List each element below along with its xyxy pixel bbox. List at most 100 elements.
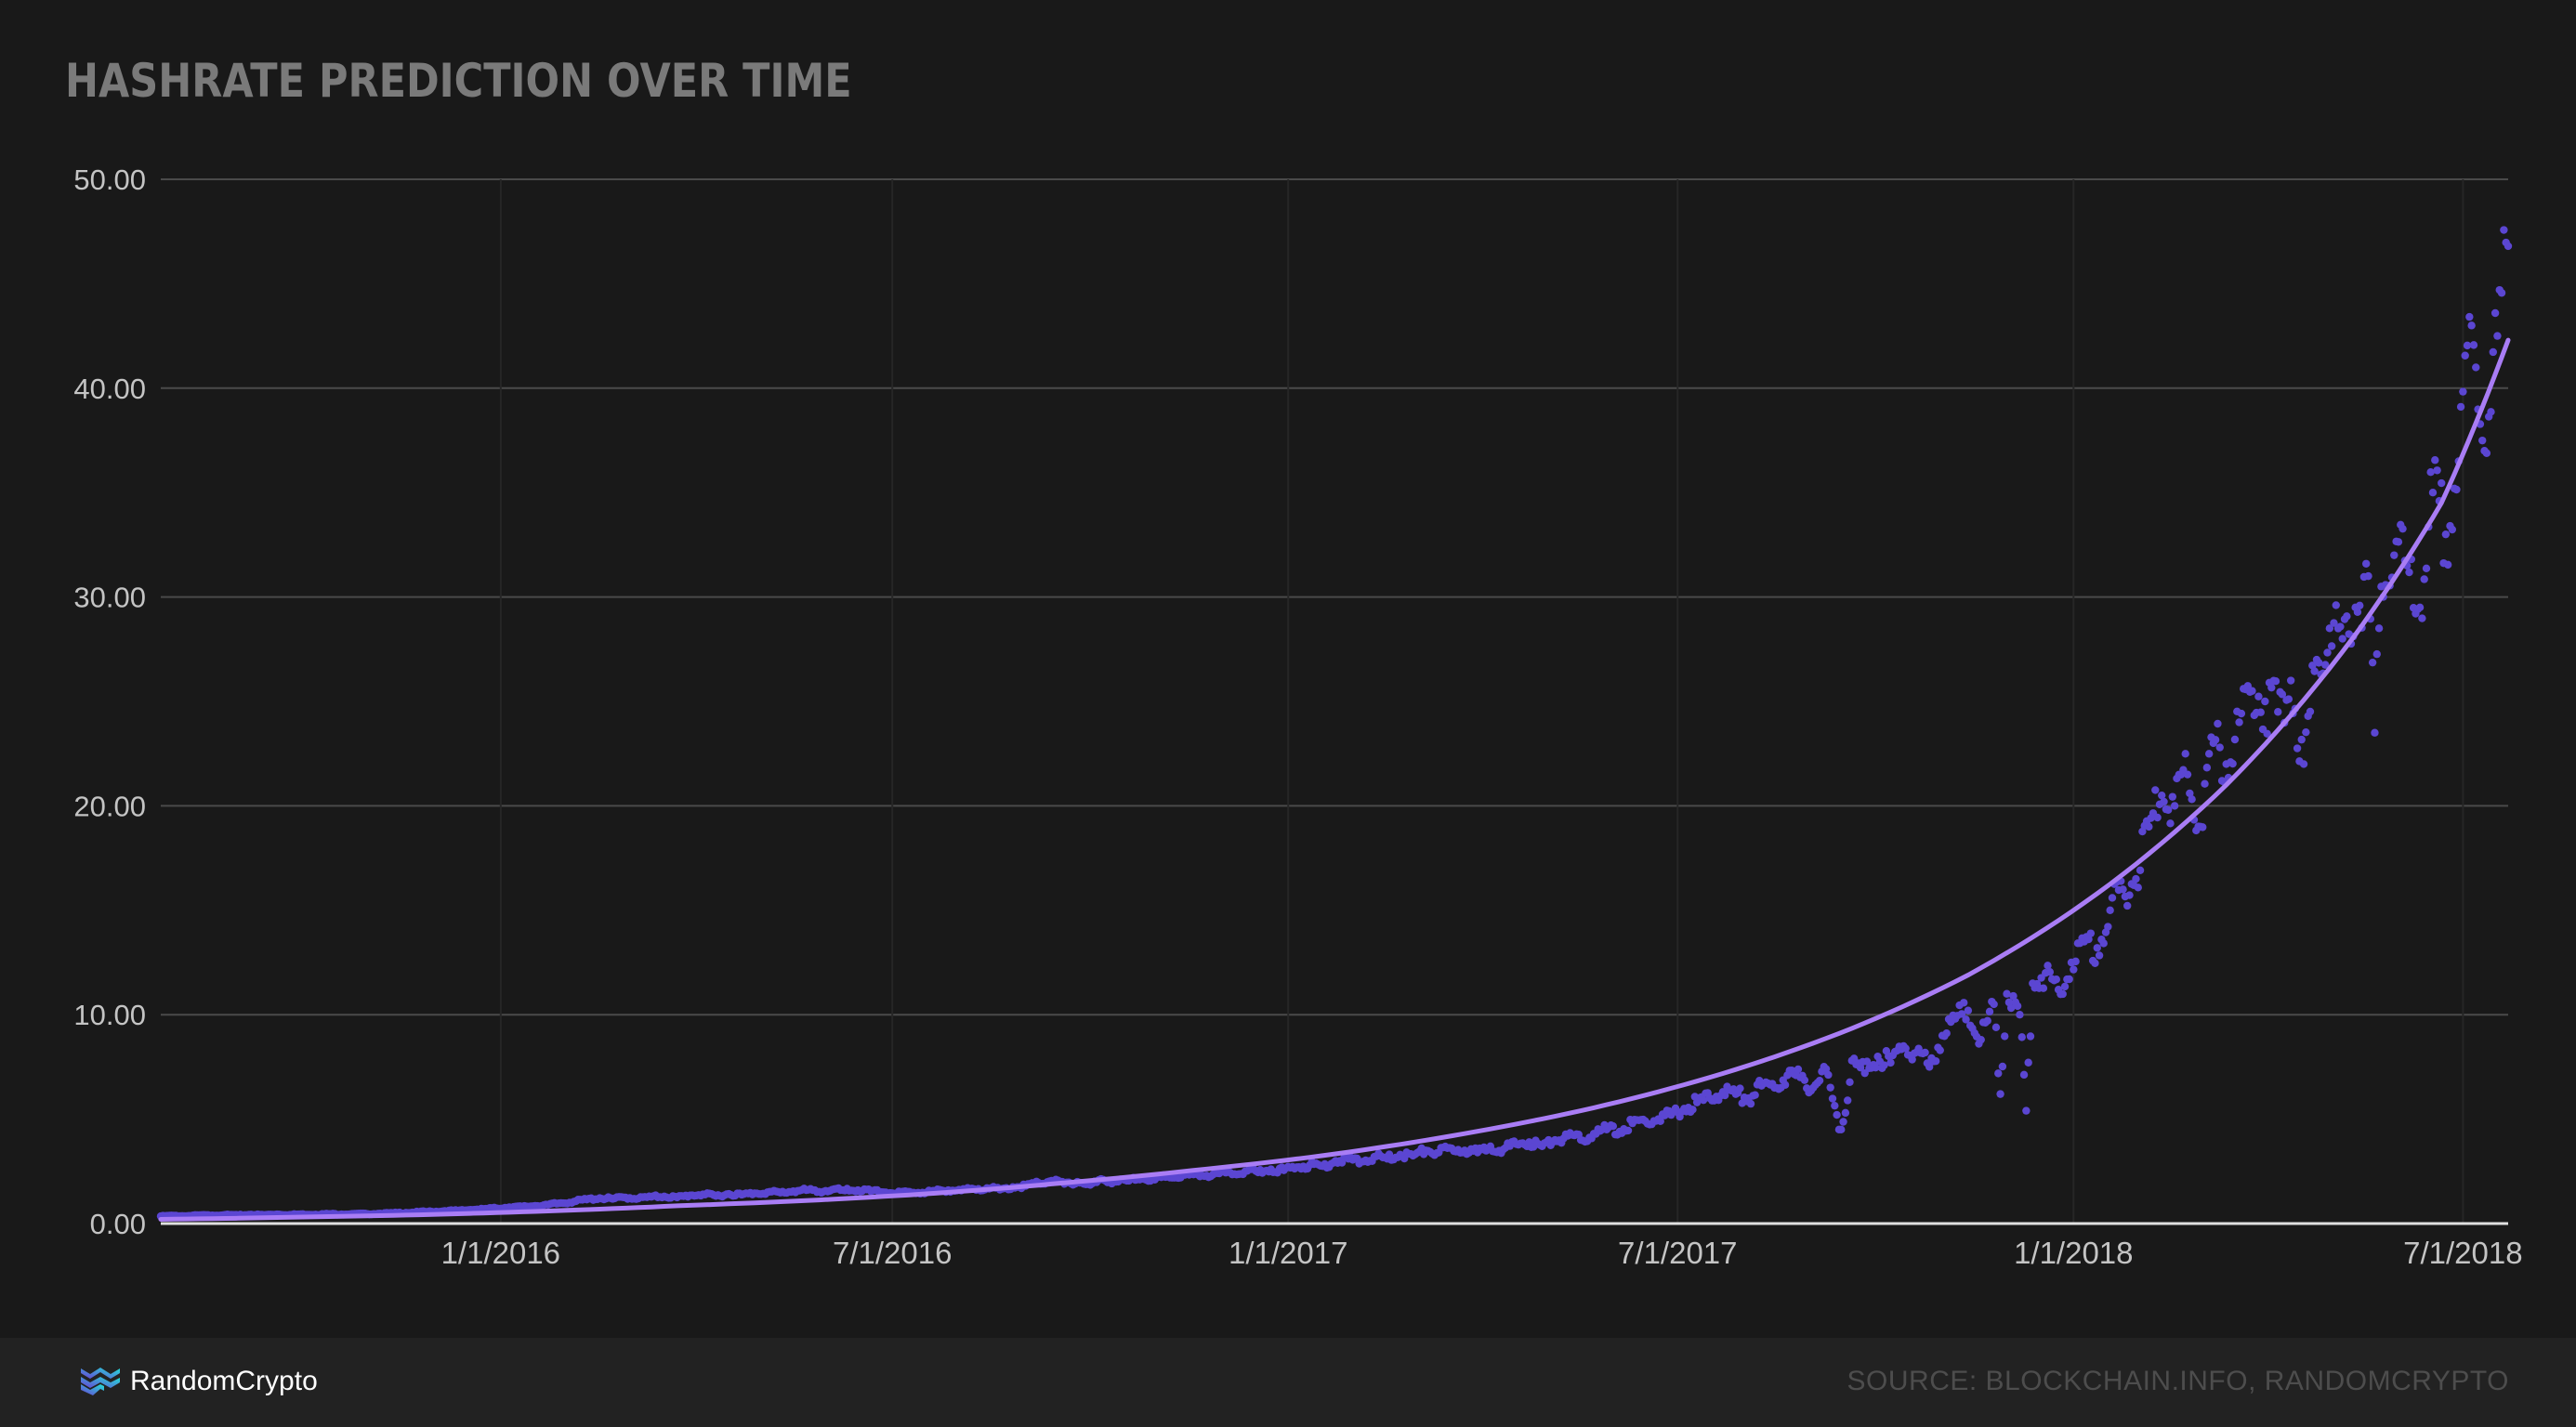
data-point bbox=[2361, 559, 2371, 568]
data-point bbox=[2168, 792, 2177, 801]
data-point bbox=[1957, 1010, 1966, 1018]
data-point bbox=[1996, 1090, 2004, 1098]
data-point bbox=[1656, 1117, 1664, 1126]
data-point bbox=[1824, 1070, 1833, 1080]
data-point bbox=[1962, 1015, 1970, 1024]
data-point bbox=[2201, 779, 2209, 788]
y-tick-label: 20.00 bbox=[73, 790, 146, 822]
brand-name: RandomCrypto bbox=[130, 1366, 318, 1396]
data-point bbox=[1828, 1094, 1837, 1103]
data-point bbox=[2163, 805, 2173, 814]
data-point bbox=[2215, 743, 2224, 752]
data-point bbox=[2202, 764, 2212, 772]
data-point bbox=[2315, 659, 2323, 667]
data-point bbox=[1908, 1055, 1916, 1064]
y-tick-label: 40.00 bbox=[73, 373, 146, 405]
data-point bbox=[2399, 524, 2407, 533]
data-point bbox=[2001, 1032, 2009, 1041]
data-point bbox=[2310, 667, 2319, 675]
data-point bbox=[2299, 760, 2308, 768]
data-point bbox=[2003, 989, 2011, 998]
data-point bbox=[2237, 709, 2246, 718]
data-point bbox=[2482, 449, 2491, 457]
data-point bbox=[2325, 624, 2334, 633]
data-point bbox=[2108, 894, 2117, 902]
data-point bbox=[2467, 321, 2476, 330]
data-point bbox=[1846, 1078, 1854, 1087]
data-point bbox=[2441, 530, 2451, 539]
data-point bbox=[2500, 226, 2508, 234]
x-tick-label: 1/1/2017 bbox=[1229, 1236, 1347, 1270]
data-point bbox=[2431, 456, 2439, 465]
data-point bbox=[2491, 308, 2500, 318]
data-point bbox=[2084, 935, 2093, 944]
data-point bbox=[2390, 551, 2399, 559]
data-point bbox=[2199, 823, 2207, 831]
data-point bbox=[1977, 1035, 1985, 1044]
data-point bbox=[2267, 683, 2276, 692]
data-point bbox=[1837, 1125, 1846, 1134]
data-point bbox=[2330, 619, 2338, 627]
data-point bbox=[2123, 901, 2132, 910]
data-point bbox=[2371, 728, 2379, 737]
data-point bbox=[2058, 989, 2067, 999]
data-point bbox=[1936, 1046, 1944, 1054]
data-point bbox=[1985, 1007, 1994, 1016]
x-tick-label: 7/1/2017 bbox=[1618, 1236, 1737, 1270]
data-point bbox=[1942, 1028, 1951, 1038]
data-point bbox=[1831, 1101, 1839, 1110]
data-point bbox=[1960, 999, 1968, 1007]
x-tick-label: 1/1/2018 bbox=[2014, 1236, 2133, 1270]
data-point bbox=[1990, 1000, 1998, 1009]
data-point bbox=[2052, 975, 2060, 984]
data-point bbox=[2235, 718, 2243, 727]
y-tick-label: 50.00 bbox=[73, 164, 146, 196]
data-point bbox=[2489, 347, 2497, 357]
data-point bbox=[1736, 1084, 1744, 1093]
data-point bbox=[2394, 538, 2403, 546]
footer: RandomCrypto SOURCE: BLOCKCHAIN.INFO, RA… bbox=[0, 1338, 2576, 1427]
y-axis-labels: 0.00 10.00 20.00 30.00 40.00 50.00 bbox=[73, 164, 146, 1240]
data-point bbox=[1821, 1065, 1831, 1073]
data-point bbox=[2044, 962, 2052, 970]
y-tick-label: 30.00 bbox=[73, 582, 146, 614]
data-point bbox=[2336, 622, 2345, 631]
data-point bbox=[2504, 242, 2513, 251]
data-point bbox=[2022, 1106, 2031, 1115]
data-point bbox=[2343, 612, 2351, 621]
data-point bbox=[2327, 642, 2336, 650]
data-point bbox=[2065, 975, 2073, 984]
data-point bbox=[2248, 687, 2256, 695]
data-point bbox=[2422, 564, 2431, 572]
data-point bbox=[2039, 984, 2048, 992]
data-point bbox=[2024, 1058, 2032, 1067]
data-point bbox=[1833, 1110, 1841, 1119]
data-point bbox=[2456, 402, 2465, 412]
data-point bbox=[1844, 1096, 1852, 1105]
data-point bbox=[2271, 677, 2280, 686]
data-point bbox=[2104, 923, 2112, 931]
data-point bbox=[2487, 408, 2495, 416]
y-tick-label: 0.00 bbox=[90, 1208, 146, 1240]
data-point bbox=[2448, 525, 2457, 534]
data-point bbox=[2170, 802, 2179, 810]
data-point bbox=[2263, 729, 2271, 739]
data-point bbox=[2438, 478, 2446, 488]
data-point bbox=[1991, 1023, 2001, 1032]
data-point bbox=[2145, 822, 2153, 831]
data-point bbox=[1746, 1099, 1755, 1108]
data-point bbox=[2459, 387, 2467, 396]
data-point bbox=[2284, 695, 2293, 703]
data-point bbox=[2091, 959, 2099, 967]
data-point bbox=[2426, 468, 2435, 477]
data-point bbox=[2125, 891, 2134, 899]
data-point bbox=[1781, 1080, 1790, 1089]
data-point bbox=[2026, 1032, 2035, 1041]
data-point bbox=[2443, 560, 2452, 569]
data-point bbox=[1964, 1006, 1973, 1015]
data-point bbox=[2204, 750, 2214, 758]
data-point bbox=[1800, 1076, 1809, 1084]
data-point bbox=[2374, 624, 2384, 633]
data-point bbox=[1921, 1048, 1929, 1057]
data-point bbox=[2461, 351, 2469, 360]
